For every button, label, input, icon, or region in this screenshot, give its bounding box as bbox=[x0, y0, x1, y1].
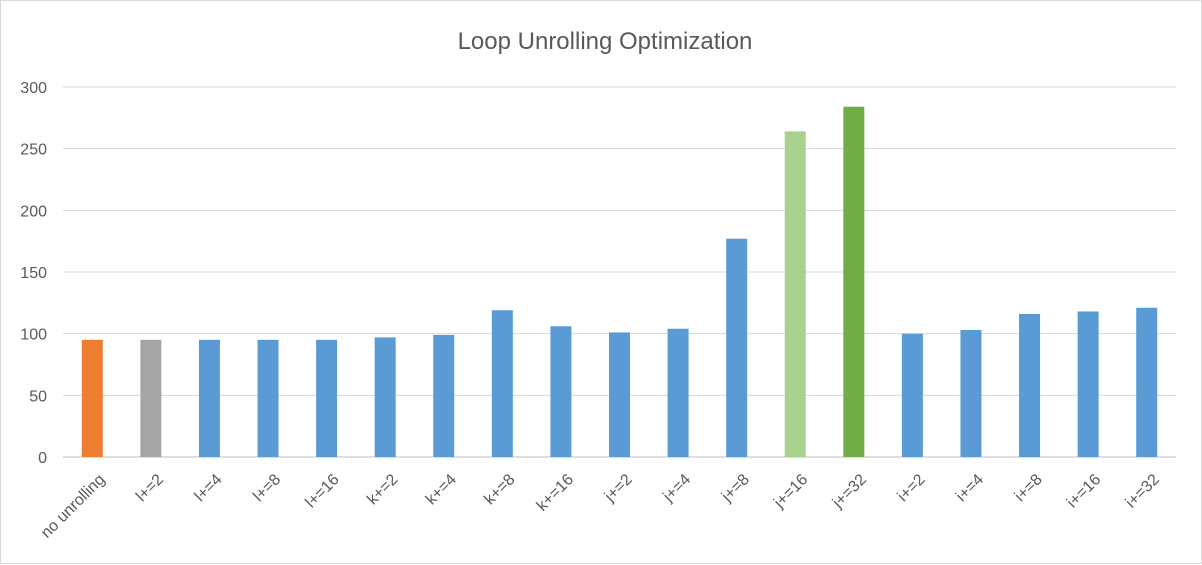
chart-title: Loop Unrolling Optimization bbox=[458, 28, 753, 55]
x-tick-label: l+=16 bbox=[302, 471, 342, 511]
y-tick-label: 300 bbox=[20, 80, 47, 97]
y-tick-label: 200 bbox=[20, 203, 47, 220]
bar bbox=[257, 339, 279, 457]
bar bbox=[1019, 313, 1041, 457]
bar bbox=[316, 339, 338, 457]
bar bbox=[784, 131, 806, 457]
x-tick-label: k+=16 bbox=[534, 471, 578, 515]
bar bbox=[960, 329, 982, 457]
bar bbox=[901, 333, 923, 457]
y-tick-label: 50 bbox=[29, 388, 47, 405]
x-tick-label: l+=8 bbox=[250, 471, 284, 505]
bar bbox=[1077, 311, 1099, 457]
y-tick-label: 250 bbox=[20, 142, 47, 159]
bar bbox=[1136, 307, 1158, 457]
x-tick-label: j+=8 bbox=[718, 471, 753, 506]
bar bbox=[609, 332, 630, 457]
y-tick-label: 0 bbox=[38, 450, 47, 467]
y-axis-ticks: 0 50 100 150 200 250 300 bbox=[20, 80, 47, 467]
x-tick-label: l+=4 bbox=[192, 471, 226, 505]
x-tick-label: k+=8 bbox=[481, 471, 518, 508]
bars bbox=[81, 106, 1158, 457]
bar bbox=[491, 310, 513, 457]
x-tick-label: i+=8 bbox=[1012, 471, 1046, 505]
x-tick-label: k+=2 bbox=[364, 471, 401, 508]
bar bbox=[374, 337, 396, 457]
x-tick-label: i+=16 bbox=[1064, 471, 1104, 511]
x-tick-label: j+=32 bbox=[829, 471, 870, 512]
y-tick-label: 150 bbox=[20, 265, 47, 282]
bar bbox=[726, 238, 748, 457]
x-tick-label: j+=16 bbox=[770, 471, 811, 512]
bar bbox=[843, 106, 865, 457]
x-tick-label: l+=2 bbox=[133, 471, 167, 505]
bar bbox=[550, 326, 572, 457]
x-tick-label: i+=4 bbox=[953, 471, 987, 505]
bar bbox=[81, 339, 103, 457]
x-tick-label: i+=32 bbox=[1123, 471, 1163, 511]
x-tick-label: no unrolling bbox=[38, 471, 109, 542]
x-tick-label: j+=2 bbox=[601, 471, 636, 506]
bar bbox=[140, 339, 162, 457]
x-tick-label: i+=2 bbox=[895, 471, 929, 505]
x-tick-label: k+=4 bbox=[423, 471, 460, 508]
x-axis-ticks: no unrolling l+=2 l+=4 l+=8 l+=16 k+=2 k+=4 k+=… bbox=[38, 471, 1163, 542]
bar bbox=[433, 334, 455, 457]
y-tick-label: 100 bbox=[20, 327, 47, 344]
bar bbox=[667, 328, 689, 457]
x-tick-label: j+=4 bbox=[660, 471, 695, 506]
bar bbox=[198, 339, 220, 457]
